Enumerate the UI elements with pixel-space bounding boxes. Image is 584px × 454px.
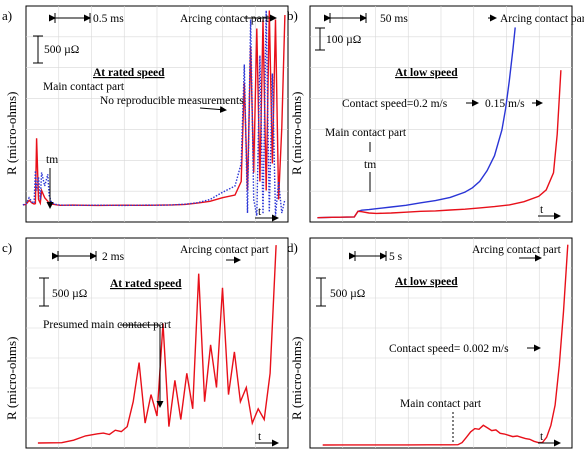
annotation-main-contact: Main contact part [400, 398, 482, 410]
annotation-no-repro: No reproducible measurements [100, 95, 244, 107]
annotation-presumed: Presumed main contact part [43, 319, 172, 331]
r-scale-label: 500 µΩ [330, 288, 365, 300]
annotation-speed: Contact speed= 0.002 m/s [389, 343, 509, 355]
panel-a: a) R (micro-ohms) 0.5 ms 500 µΩ At rated… [2, 5, 289, 223]
annotation-main-contact: Main contact part [43, 81, 125, 93]
time-scale-label: 0.5 ms [93, 13, 124, 25]
series-line-1 [37, 245, 277, 444]
grid [26, 238, 288, 448]
y-axis-label: R (micro-ohms) [289, 92, 304, 175]
tm-label: tm [364, 159, 376, 171]
panel-d: d) R (micro-ohms) 5 s 500 µΩ At low spee… [287, 237, 573, 449]
x-axis-label: t [258, 431, 262, 443]
panel-b: b) R (micro-ohms) 50 ms 100 µΩ At low sp… [287, 5, 584, 223]
x-axis-label: t [540, 431, 544, 443]
series-line-1 [322, 244, 569, 446]
series-line-2 [22, 10, 286, 216]
annotation-main-contact: Main contact part [325, 127, 407, 139]
y-axis-label: R (micro-ohms) [4, 92, 19, 175]
x-axis-label: t [258, 206, 262, 218]
series-line-1 [22, 10, 286, 207]
r-scale-label: 100 µΩ [326, 34, 361, 46]
tm-label: tm [46, 154, 58, 166]
series-group [37, 245, 277, 444]
annotation-arcing: Arcing contact part [472, 244, 562, 256]
series-group [22, 10, 286, 216]
series-line-2 [317, 70, 562, 219]
annotation-speed-015: 0.15 m/s [485, 98, 525, 110]
chart-title: At rated speed [110, 278, 182, 290]
series-group [322, 244, 569, 446]
chart-title: At low speed [395, 67, 458, 79]
series-group [317, 27, 562, 219]
r-scale-label: 500 µΩ [44, 44, 79, 56]
panel-c: c) R (micro-ohms) 2 ms 500 µΩ At rated s… [2, 237, 289, 449]
y-axis-label: R (micro-ohms) [289, 337, 304, 420]
y-axis-label: R (micro-ohms) [4, 337, 19, 420]
time-scale-label: 5 s [389, 251, 403, 263]
time-scale-label: 2 ms [102, 251, 125, 263]
panel-label: b) [287, 8, 298, 23]
panel-label: c) [2, 240, 12, 255]
annotation-arcing: Arcing contact part [500, 13, 584, 25]
x-axis-label: t [540, 204, 544, 216]
time-scale-label: 50 ms [380, 13, 408, 25]
grid [310, 238, 572, 448]
r-scale-label: 500 µΩ [52, 288, 87, 300]
panel-label: a) [2, 8, 12, 23]
chart-title: At low speed [395, 276, 458, 288]
annotation-arcing: Arcing contact part [180, 244, 270, 256]
panel-label: d) [287, 240, 298, 255]
annotation-speed-02: Contact speed=0.2 m/s [342, 98, 448, 110]
annotation-arcing: Arcing contact part [180, 13, 270, 25]
series-line-1 [317, 27, 516, 219]
chart-title: At rated speed [93, 67, 165, 79]
